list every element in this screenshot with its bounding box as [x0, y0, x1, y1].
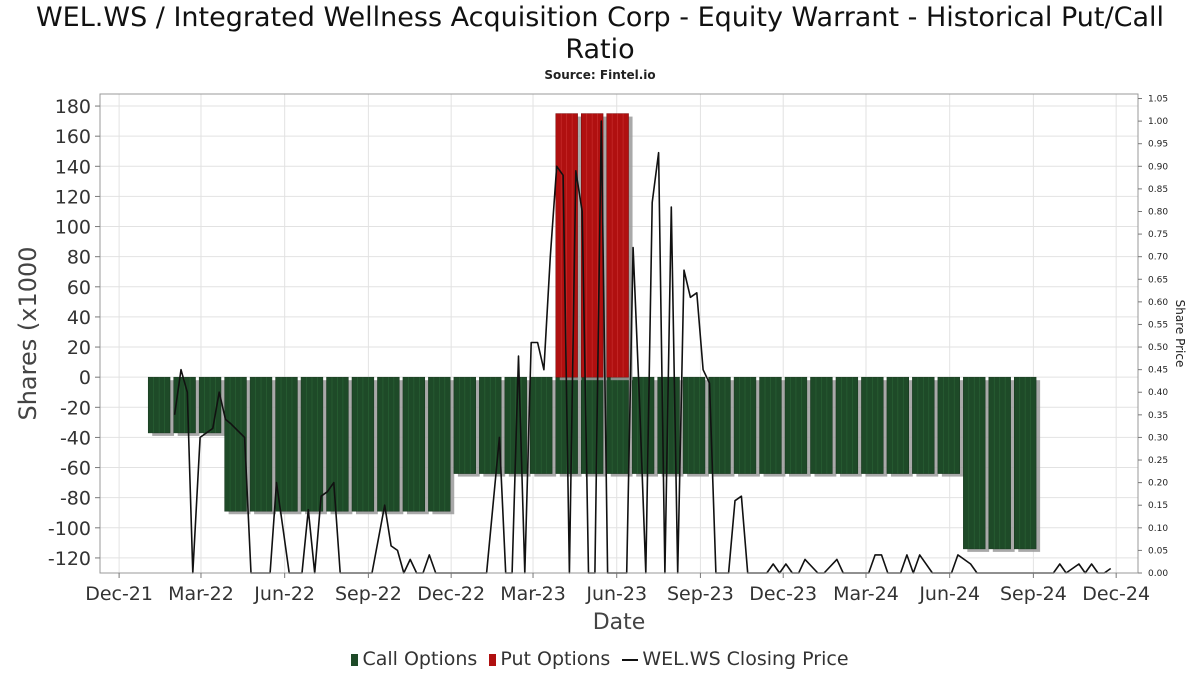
legend-swatch-price	[622, 658, 639, 661]
y2tick-label: 1.05	[1148, 95, 1168, 105]
y2tick-label: 1.00	[1148, 117, 1168, 127]
xtick-label: Sep-23	[667, 583, 734, 605]
legend-item-put: Put Options	[489, 648, 610, 670]
y2tick-label: 0.80	[1148, 207, 1168, 217]
ytick-label: -120	[48, 548, 91, 570]
bar-layer	[147, 113, 1041, 552]
xtick-label: Sep-22	[335, 583, 402, 605]
y2tick-label: 0.90	[1148, 162, 1168, 172]
ytick-label: 180	[55, 96, 91, 118]
y2tick-label: 0.70	[1148, 253, 1168, 263]
ytick-label: 120	[55, 186, 91, 208]
xtick-label: Mar-23	[500, 583, 566, 605]
y2tick-label: 0.75	[1148, 230, 1168, 240]
legend-label-call: Call Options	[362, 648, 478, 670]
ytick-label: 80	[67, 247, 91, 269]
legend-swatch-put	[489, 653, 497, 666]
xtick-label: Jun-22	[253, 583, 315, 605]
y2tick-label: 0.95	[1148, 140, 1168, 150]
xtick-label: Sep-24	[1000, 583, 1067, 605]
legend-item-price: WEL.WS Closing Price	[622, 648, 849, 670]
chart-subtitle: Source: Fintel.io	[544, 68, 656, 82]
y2tick-label: 0.85	[1148, 185, 1168, 195]
legend-label-price: WEL.WS Closing Price	[642, 648, 849, 670]
y2tick-label: 0.05	[1148, 546, 1168, 556]
plot-frame	[99, 93, 1139, 574]
y2tick-label: 0.00	[1148, 569, 1168, 579]
ytick-label: -40	[60, 427, 91, 449]
y2tick-label: 0.35	[1148, 411, 1168, 421]
x-axis-ticks: Dec-21 Mar-22 Jun-22 Sep-22 Dec-22 Mar-23 Jun-…	[85, 573, 1150, 605]
xtick-label: Jun-24	[918, 583, 980, 605]
y2tick-label: 0.15	[1148, 501, 1168, 511]
legend-item-call: Call Options	[351, 648, 477, 670]
xtick-label: Dec-24	[1082, 583, 1150, 605]
chart-title: WEL.WS / Integrated Wellness Acquisition…	[35, 2, 1164, 65]
ytick-label: -60	[60, 458, 91, 480]
legend-label-put: Put Options	[500, 648, 611, 670]
legend-swatch-call	[351, 653, 359, 666]
ytick-label: 0	[79, 367, 91, 389]
legend: Call Options Put Options WEL.WS Closing …	[0, 648, 1200, 670]
ytick-label: 60	[67, 277, 91, 299]
y2tick-label: 0.30	[1148, 433, 1168, 443]
x-axis-label: Date	[593, 610, 646, 635]
ytick-label: -20	[60, 397, 91, 419]
ytick-label: 160	[55, 126, 91, 148]
ytick-label: 140	[55, 156, 91, 178]
y2tick-label: 0.60	[1148, 298, 1168, 308]
y2tick-label: 0.25	[1148, 456, 1168, 466]
ytick-label: 100	[55, 217, 91, 239]
xtick-label: Jun-23	[585, 583, 647, 605]
left-axis-ticks: -120 -100 -80 -60 -40 -20 0 20 40 60 80 100 120 140 16…	[48, 96, 100, 570]
xtick-label: Dec-22	[417, 583, 485, 605]
y2tick-label: 0.40	[1148, 388, 1168, 398]
y-axis-label: Shares (x1000	[14, 246, 42, 420]
y2tick-label: 0.10	[1148, 524, 1168, 534]
y2tick-label: 0.20	[1148, 479, 1168, 489]
ytick-label: 40	[67, 307, 91, 329]
xtick-label: Dec-21	[85, 583, 153, 605]
y2-axis-label: Share Price	[1173, 300, 1187, 368]
y2tick-label: 0.50	[1148, 343, 1168, 353]
ytick-label: 20	[67, 337, 91, 359]
ytick-label: -80	[60, 488, 91, 510]
y2tick-label: 0.65	[1148, 275, 1168, 285]
y2tick-label: 0.45	[1148, 366, 1168, 376]
xtick-label: Dec-23	[749, 583, 817, 605]
xtick-label: Mar-22	[168, 583, 234, 605]
y2tick-label: 0.55	[1148, 320, 1168, 330]
right-axis-ticks: 0.00 0.05 0.10 0.15 0.20 0.25 0.30 0.35 0.40 0.45…	[1138, 95, 1168, 579]
ytick-label: -100	[48, 518, 91, 540]
xtick-label: Mar-24	[833, 583, 899, 605]
